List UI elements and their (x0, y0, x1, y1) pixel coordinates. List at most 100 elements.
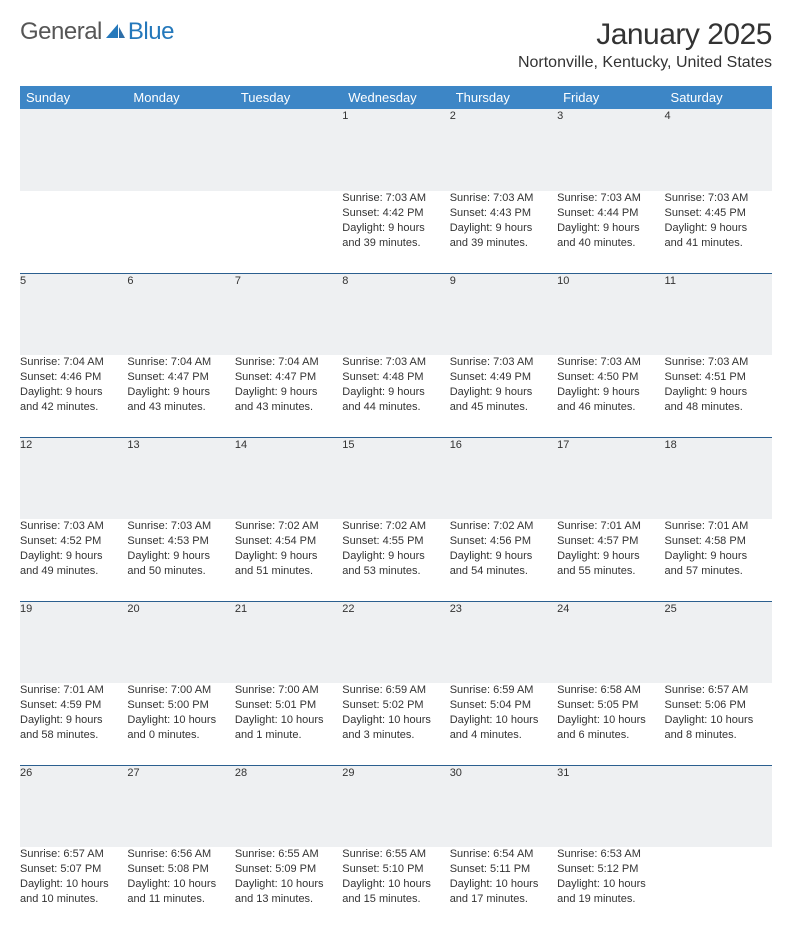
detail-line: and 3 minutes. (342, 728, 449, 743)
detail-line: Daylight: 9 hours (127, 385, 234, 400)
day-detail-cell: Sunrise: 7:03 AMSunset: 4:45 PMDaylight:… (665, 191, 772, 273)
detail-line: and 0 minutes. (127, 728, 234, 743)
day-number-cell: 28 (235, 765, 342, 847)
day-number-cell: 21 (235, 601, 342, 683)
calendar-table: Sunday Monday Tuesday Wednesday Thursday… (20, 86, 772, 929)
day-detail-cell: Sunrise: 6:53 AMSunset: 5:12 PMDaylight:… (557, 847, 664, 929)
day-number-cell: 15 (342, 437, 449, 519)
day-detail-cell (665, 847, 772, 929)
detail-line: Sunset: 5:10 PM (342, 862, 449, 877)
detail-line: Daylight: 10 hours (235, 877, 342, 892)
day-number-cell: 19 (20, 601, 127, 683)
detail-line: Sunrise: 6:53 AM (557, 847, 664, 862)
detail-line: Sunset: 4:47 PM (235, 370, 342, 385)
day-detail-cell: Sunrise: 6:54 AMSunset: 5:11 PMDaylight:… (450, 847, 557, 929)
detail-line: Sunset: 4:50 PM (557, 370, 664, 385)
day-detail-cell: Sunrise: 7:03 AMSunset: 4:51 PMDaylight:… (665, 355, 772, 437)
day-detail-cell (20, 191, 127, 273)
detail-line: Sunset: 5:05 PM (557, 698, 664, 713)
detail-line: and 44 minutes. (342, 400, 449, 415)
day-detail-cell: Sunrise: 6:56 AMSunset: 5:08 PMDaylight:… (127, 847, 234, 929)
detail-line: Daylight: 9 hours (665, 549, 772, 564)
day-detail-cell: Sunrise: 7:03 AMSunset: 4:49 PMDaylight:… (450, 355, 557, 437)
day-detail-cell: Sunrise: 7:03 AMSunset: 4:50 PMDaylight:… (557, 355, 664, 437)
detail-line: Sunset: 5:06 PM (665, 698, 772, 713)
day-number-row: 567891011 (20, 273, 772, 355)
day-number-cell: 18 (665, 437, 772, 519)
detail-line: Sunrise: 7:01 AM (665, 519, 772, 534)
detail-line: Daylight: 9 hours (127, 549, 234, 564)
detail-line: Sunset: 4:57 PM (557, 534, 664, 549)
day-number-row: 19202122232425 (20, 601, 772, 683)
day-detail-cell: Sunrise: 7:03 AMSunset: 4:44 PMDaylight:… (557, 191, 664, 273)
day-detail-cell: Sunrise: 7:03 AMSunset: 4:42 PMDaylight:… (342, 191, 449, 273)
detail-line: Daylight: 9 hours (20, 549, 127, 564)
detail-line: Sunrise: 6:56 AM (127, 847, 234, 862)
detail-line: Daylight: 9 hours (450, 385, 557, 400)
detail-line: Daylight: 9 hours (20, 385, 127, 400)
day-number-cell: 2 (450, 109, 557, 191)
detail-line: and 15 minutes. (342, 892, 449, 907)
detail-line: Daylight: 9 hours (450, 549, 557, 564)
day-detail-cell: Sunrise: 6:58 AMSunset: 5:05 PMDaylight:… (557, 683, 664, 765)
detail-line: Daylight: 10 hours (557, 877, 664, 892)
detail-line: and 6 minutes. (557, 728, 664, 743)
detail-line: and 19 minutes. (557, 892, 664, 907)
detail-line: Daylight: 10 hours (665, 713, 772, 728)
detail-line: and 42 minutes. (20, 400, 127, 415)
day-number-cell (665, 765, 772, 847)
detail-line: Sunset: 4:52 PM (20, 534, 127, 549)
day-detail-cell: Sunrise: 6:55 AMSunset: 5:10 PMDaylight:… (342, 847, 449, 929)
logo-sail-icon (104, 22, 126, 42)
day-number-cell (127, 109, 234, 191)
day-number-cell: 12 (20, 437, 127, 519)
detail-line: and 43 minutes. (235, 400, 342, 415)
detail-line: and 13 minutes. (235, 892, 342, 907)
detail-line: and 54 minutes. (450, 564, 557, 579)
day-number-cell: 7 (235, 273, 342, 355)
detail-line: Sunrise: 7:04 AM (20, 355, 127, 370)
day-detail-cell: Sunrise: 7:04 AMSunset: 4:47 PMDaylight:… (235, 355, 342, 437)
day-number-cell (235, 109, 342, 191)
detail-line: and 49 minutes. (20, 564, 127, 579)
detail-line: Daylight: 9 hours (665, 385, 772, 400)
day-number-cell: 5 (20, 273, 127, 355)
detail-line: Sunrise: 7:03 AM (342, 191, 449, 206)
detail-line: Daylight: 9 hours (342, 221, 449, 236)
detail-line: Sunset: 4:46 PM (20, 370, 127, 385)
detail-line: Sunrise: 7:00 AM (235, 683, 342, 698)
detail-line: and 50 minutes. (127, 564, 234, 579)
detail-line: Sunset: 5:12 PM (557, 862, 664, 877)
day-detail-row: Sunrise: 7:04 AMSunset: 4:46 PMDaylight:… (20, 355, 772, 437)
detail-line: Sunrise: 7:03 AM (450, 355, 557, 370)
detail-line: Sunset: 5:07 PM (20, 862, 127, 877)
day-detail-cell: Sunrise: 6:59 AMSunset: 5:04 PMDaylight:… (450, 683, 557, 765)
day-header: Thursday (450, 86, 557, 109)
day-detail-cell: Sunrise: 6:57 AMSunset: 5:07 PMDaylight:… (20, 847, 127, 929)
detail-line: Sunset: 4:43 PM (450, 206, 557, 221)
detail-line: Daylight: 9 hours (557, 549, 664, 564)
detail-line: Sunset: 4:45 PM (665, 206, 772, 221)
day-detail-cell: Sunrise: 7:01 AMSunset: 4:57 PMDaylight:… (557, 519, 664, 601)
day-detail-cell: Sunrise: 7:03 AMSunset: 4:48 PMDaylight:… (342, 355, 449, 437)
day-header-row: Sunday Monday Tuesday Wednesday Thursday… (20, 86, 772, 109)
detail-line: Sunset: 5:02 PM (342, 698, 449, 713)
detail-line: Daylight: 9 hours (450, 221, 557, 236)
detail-line: and 1 minute. (235, 728, 342, 743)
logo-text-1: General (20, 18, 102, 46)
detail-line: Sunrise: 7:00 AM (127, 683, 234, 698)
title-location: Nortonville, Kentucky, United States (518, 54, 772, 72)
detail-line: and 40 minutes. (557, 236, 664, 251)
day-detail-cell: Sunrise: 7:02 AMSunset: 4:56 PMDaylight:… (450, 519, 557, 601)
detail-line: and 46 minutes. (557, 400, 664, 415)
detail-line: Sunset: 4:44 PM (557, 206, 664, 221)
title-month: January 2025 (518, 18, 772, 52)
day-number-cell: 26 (20, 765, 127, 847)
day-number-cell: 29 (342, 765, 449, 847)
detail-line: Sunset: 5:01 PM (235, 698, 342, 713)
day-detail-cell: Sunrise: 7:03 AMSunset: 4:52 PMDaylight:… (20, 519, 127, 601)
detail-line: Sunrise: 7:02 AM (342, 519, 449, 534)
logo: General Blue (20, 18, 174, 46)
day-detail-row: Sunrise: 7:03 AMSunset: 4:42 PMDaylight:… (20, 191, 772, 273)
day-number-cell: 4 (665, 109, 772, 191)
